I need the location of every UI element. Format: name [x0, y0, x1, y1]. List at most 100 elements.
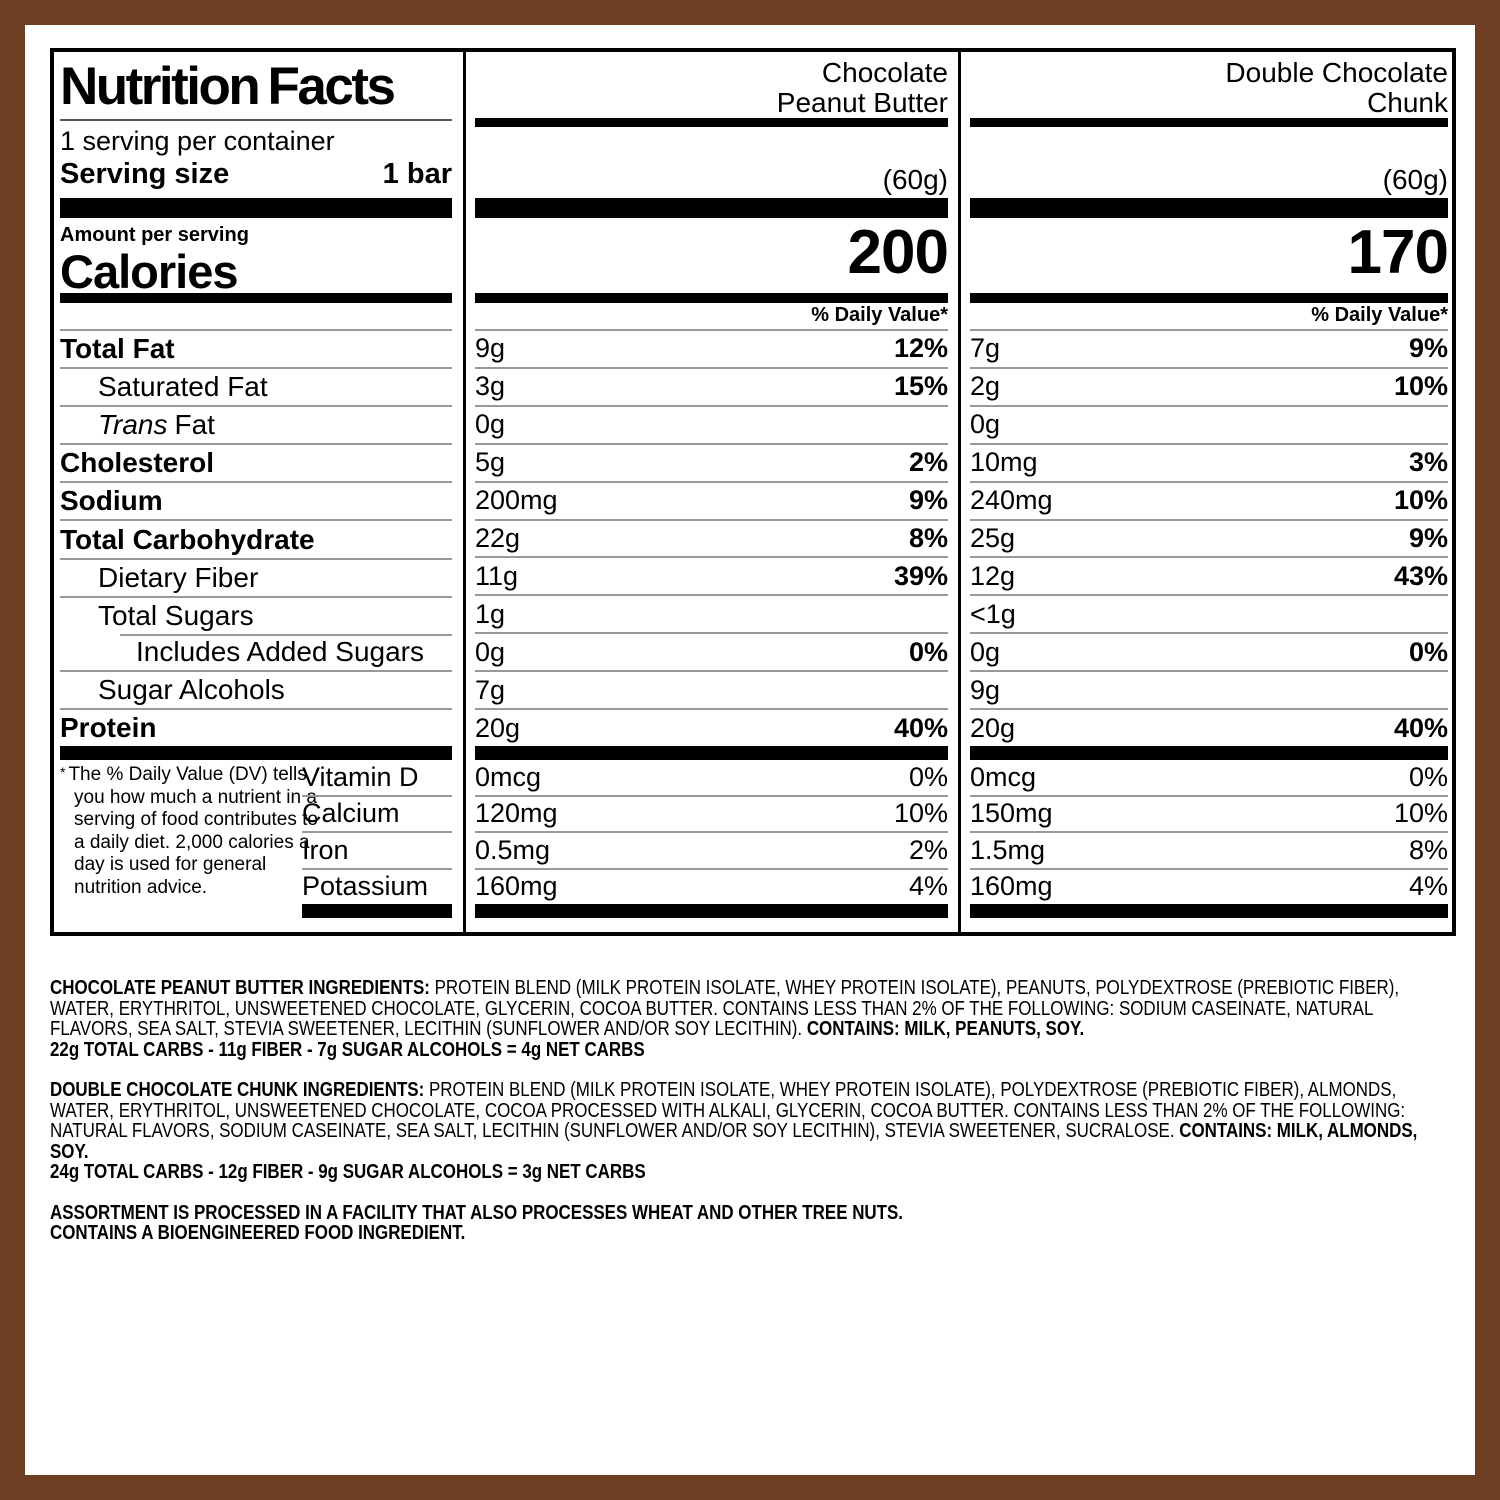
value-row: 7g 9% [970, 331, 1448, 369]
amount-per-serving-label: Amount per serving [60, 224, 249, 246]
allergen-statement: CONTAINS: MILK, PEANUTS, SOY. [806, 1018, 1085, 1040]
thin-rule [60, 329, 452, 331]
value-row: 0g 0% [970, 634, 1448, 673]
row-total-carbohydrate: Total Carbohydrate [60, 521, 452, 560]
nutrient-rows-names: Total Fat Saturated Fat Trans Fat Cholest… [60, 331, 452, 746]
thin-rule [970, 329, 1448, 331]
serving-size-row: Serving size 1 bar [60, 158, 452, 191]
value-row: 120mg 10% [475, 797, 948, 833]
medium-rule [60, 293, 452, 303]
nutrient-rows-values: 7g 9% 2g 10% 0g 10mg 3% 240mg 10% 25g 9% 12g 4… [970, 331, 1448, 746]
thin-rule [475, 329, 948, 331]
thick-rule [60, 746, 452, 760]
flavor-name: Chocolate Peanut Butter [776, 57, 948, 118]
product-column-chocolate-peanut-butter: Chocolate Peanut Butter (60g) 200 % Dail… [466, 52, 958, 932]
ingredients-title: CHOCOLATE PEANUT BUTTER INGREDIENTS: [50, 977, 430, 999]
row-iron: Iron [302, 833, 452, 870]
value-row: 160mg 4% [970, 871, 1448, 902]
title-rule [60, 119, 452, 121]
row-total-sugars: Total Sugars [60, 598, 452, 636]
thick-rule [302, 904, 452, 918]
ingredients-title: DOUBLE CHOCOLATE CHUNK INGREDIENTS: [50, 1079, 425, 1101]
ingredients-body: PROTEIN BLEND (MILK PROTEIN ISOLATE, WHE… [50, 977, 1400, 1040]
nutrition-facts-title: Nutrition Facts [60, 57, 396, 116]
value-row: 0.5mg 2% [475, 833, 948, 870]
value-row: <1g [970, 596, 1448, 635]
value-row: 7g [475, 672, 948, 711]
ingredients-section: CHOCOLATE PEANUT BUTTER INGREDIENTS: PRO… [50, 978, 1456, 1244]
row-potassium: Potassium [302, 871, 429, 902]
value-row: 0g [970, 407, 1448, 445]
thick-rule [60, 198, 452, 218]
facility-notes: ASSORTMENT IS PROCESSED IN A FACILITY TH… [50, 1201, 1456, 1244]
serving-weight: (60g) [882, 164, 948, 195]
thick-rule [970, 198, 1448, 218]
value-row: 150mg 10% [970, 797, 1448, 833]
product-column-double-chocolate-chunk: Double Chocolate Chunk (60g) 170 % Daily… [961, 52, 1452, 932]
medium-rule [970, 293, 1448, 303]
value-row: 9g [970, 672, 1448, 711]
calories-label: Calories [60, 245, 238, 298]
value-row: 160mg 4% [475, 871, 948, 902]
row-dietary-fiber: Dietary Fiber [60, 560, 452, 598]
vitamin-values: 0mcg 0% 120mg 10% 0.5mg 2% 160mg 4% [475, 760, 948, 904]
row-sodium: Sodium [60, 483, 452, 522]
servings-per-container: 1 serving per container [60, 126, 335, 156]
vitamin-values: 0mcg 0% 150mg 10% 1.5mg 8% 160mg 4% [970, 760, 1448, 904]
ingredients-paragraph-chocolate-peanut-butter: CHOCOLATE PEANUT BUTTER INGREDIENTS: PRO… [50, 978, 1456, 1040]
value-row: 12g 43% [970, 558, 1448, 597]
footnote-asterisk: * [60, 764, 66, 780]
bioengineered-note: CONTAINS A BIOENGINEERED FOOD INGREDIENT… [50, 1222, 466, 1244]
value-row: 200mg 9% [475, 483, 948, 521]
row-trans-fat: Trans Fat [60, 407, 452, 446]
column-divider [958, 52, 961, 932]
thick-rule [475, 904, 948, 918]
value-row: 0mcg 0% [475, 760, 948, 797]
row-calcium: Calcium [302, 797, 452, 833]
thick-rule [475, 198, 948, 218]
value-row: 20g 40% [475, 712, 948, 743]
row-protein: Protein [60, 711, 157, 743]
vitamin-names: Vitamin D Calcium Iron Potassium [302, 760, 452, 904]
row-sugar-alcohols: Sugar Alcohols [60, 672, 452, 710]
value-row: 0g [475, 407, 948, 445]
row-added-sugars: Includes Added Sugars [60, 634, 452, 672]
thick-rule [970, 904, 1448, 918]
label-white-area: Nutrition Facts 1 serving per container … [25, 25, 1475, 1475]
flavor-name: Double Chocolate Chunk [1225, 57, 1448, 118]
calories-value: 200 [847, 218, 949, 287]
row-saturated-fat: Saturated Fat [60, 369, 452, 408]
column-divider [463, 52, 466, 932]
serving-size-label: Serving size [60, 158, 230, 190]
daily-value-header: % Daily Value* [1311, 304, 1448, 326]
medium-rule [475, 293, 948, 303]
daily-value-footnote: * The % Daily Value (DV) tells you how mu… [60, 764, 318, 898]
value-row: 5g 2% [475, 445, 948, 483]
thick-rule [475, 746, 948, 760]
nutrient-rows-values: 9g 12% 3g 15% 0g 5g 2% 200mg 9% 22g 8% 11g 39%… [475, 331, 948, 746]
value-row: 11g 39% [475, 558, 948, 597]
value-row: 20g 40% [970, 712, 1448, 743]
value-row: 1.5mg 8% [970, 833, 1448, 870]
ingredients-body: PROTEIN BLEND (MILK PROTEIN ISOLATE, WHE… [50, 1079, 1406, 1142]
serving-weight: (60g) [1382, 164, 1448, 195]
value-row: 2g 10% [970, 369, 1448, 407]
nutrient-names-column: Nutrition Facts 1 serving per container … [54, 52, 463, 932]
value-row: 1g [475, 596, 948, 635]
thin-bar [475, 118, 948, 127]
allergen-statement: CONTAINS: MILK, ALMONDS, SOY. [50, 1120, 1418, 1163]
net-carbs-line: 24g TOTAL CARBS - 12g FIBER - 9g SUGAR A… [50, 1161, 646, 1183]
value-row: 0mcg 0% [970, 760, 1448, 797]
value-row: 0g 0% [475, 634, 948, 673]
daily-value-header: % Daily Value* [811, 304, 948, 326]
facility-note: ASSORTMENT IS PROCESSED IN A FACILITY TH… [50, 1201, 904, 1224]
value-row: 10mg 3% [970, 445, 1448, 483]
calories-value: 170 [1347, 218, 1449, 287]
row-cholesterol: Cholesterol [60, 445, 452, 484]
value-row: 3g 15% [475, 369, 948, 407]
value-row: 25g 9% [970, 521, 1448, 559]
ingredients-paragraph-double-chocolate-chunk: DOUBLE CHOCOLATE CHUNK INGREDIENTS: PROT… [50, 1080, 1456, 1162]
value-row: 9g 12% [475, 331, 948, 369]
thick-rule [970, 746, 1448, 760]
